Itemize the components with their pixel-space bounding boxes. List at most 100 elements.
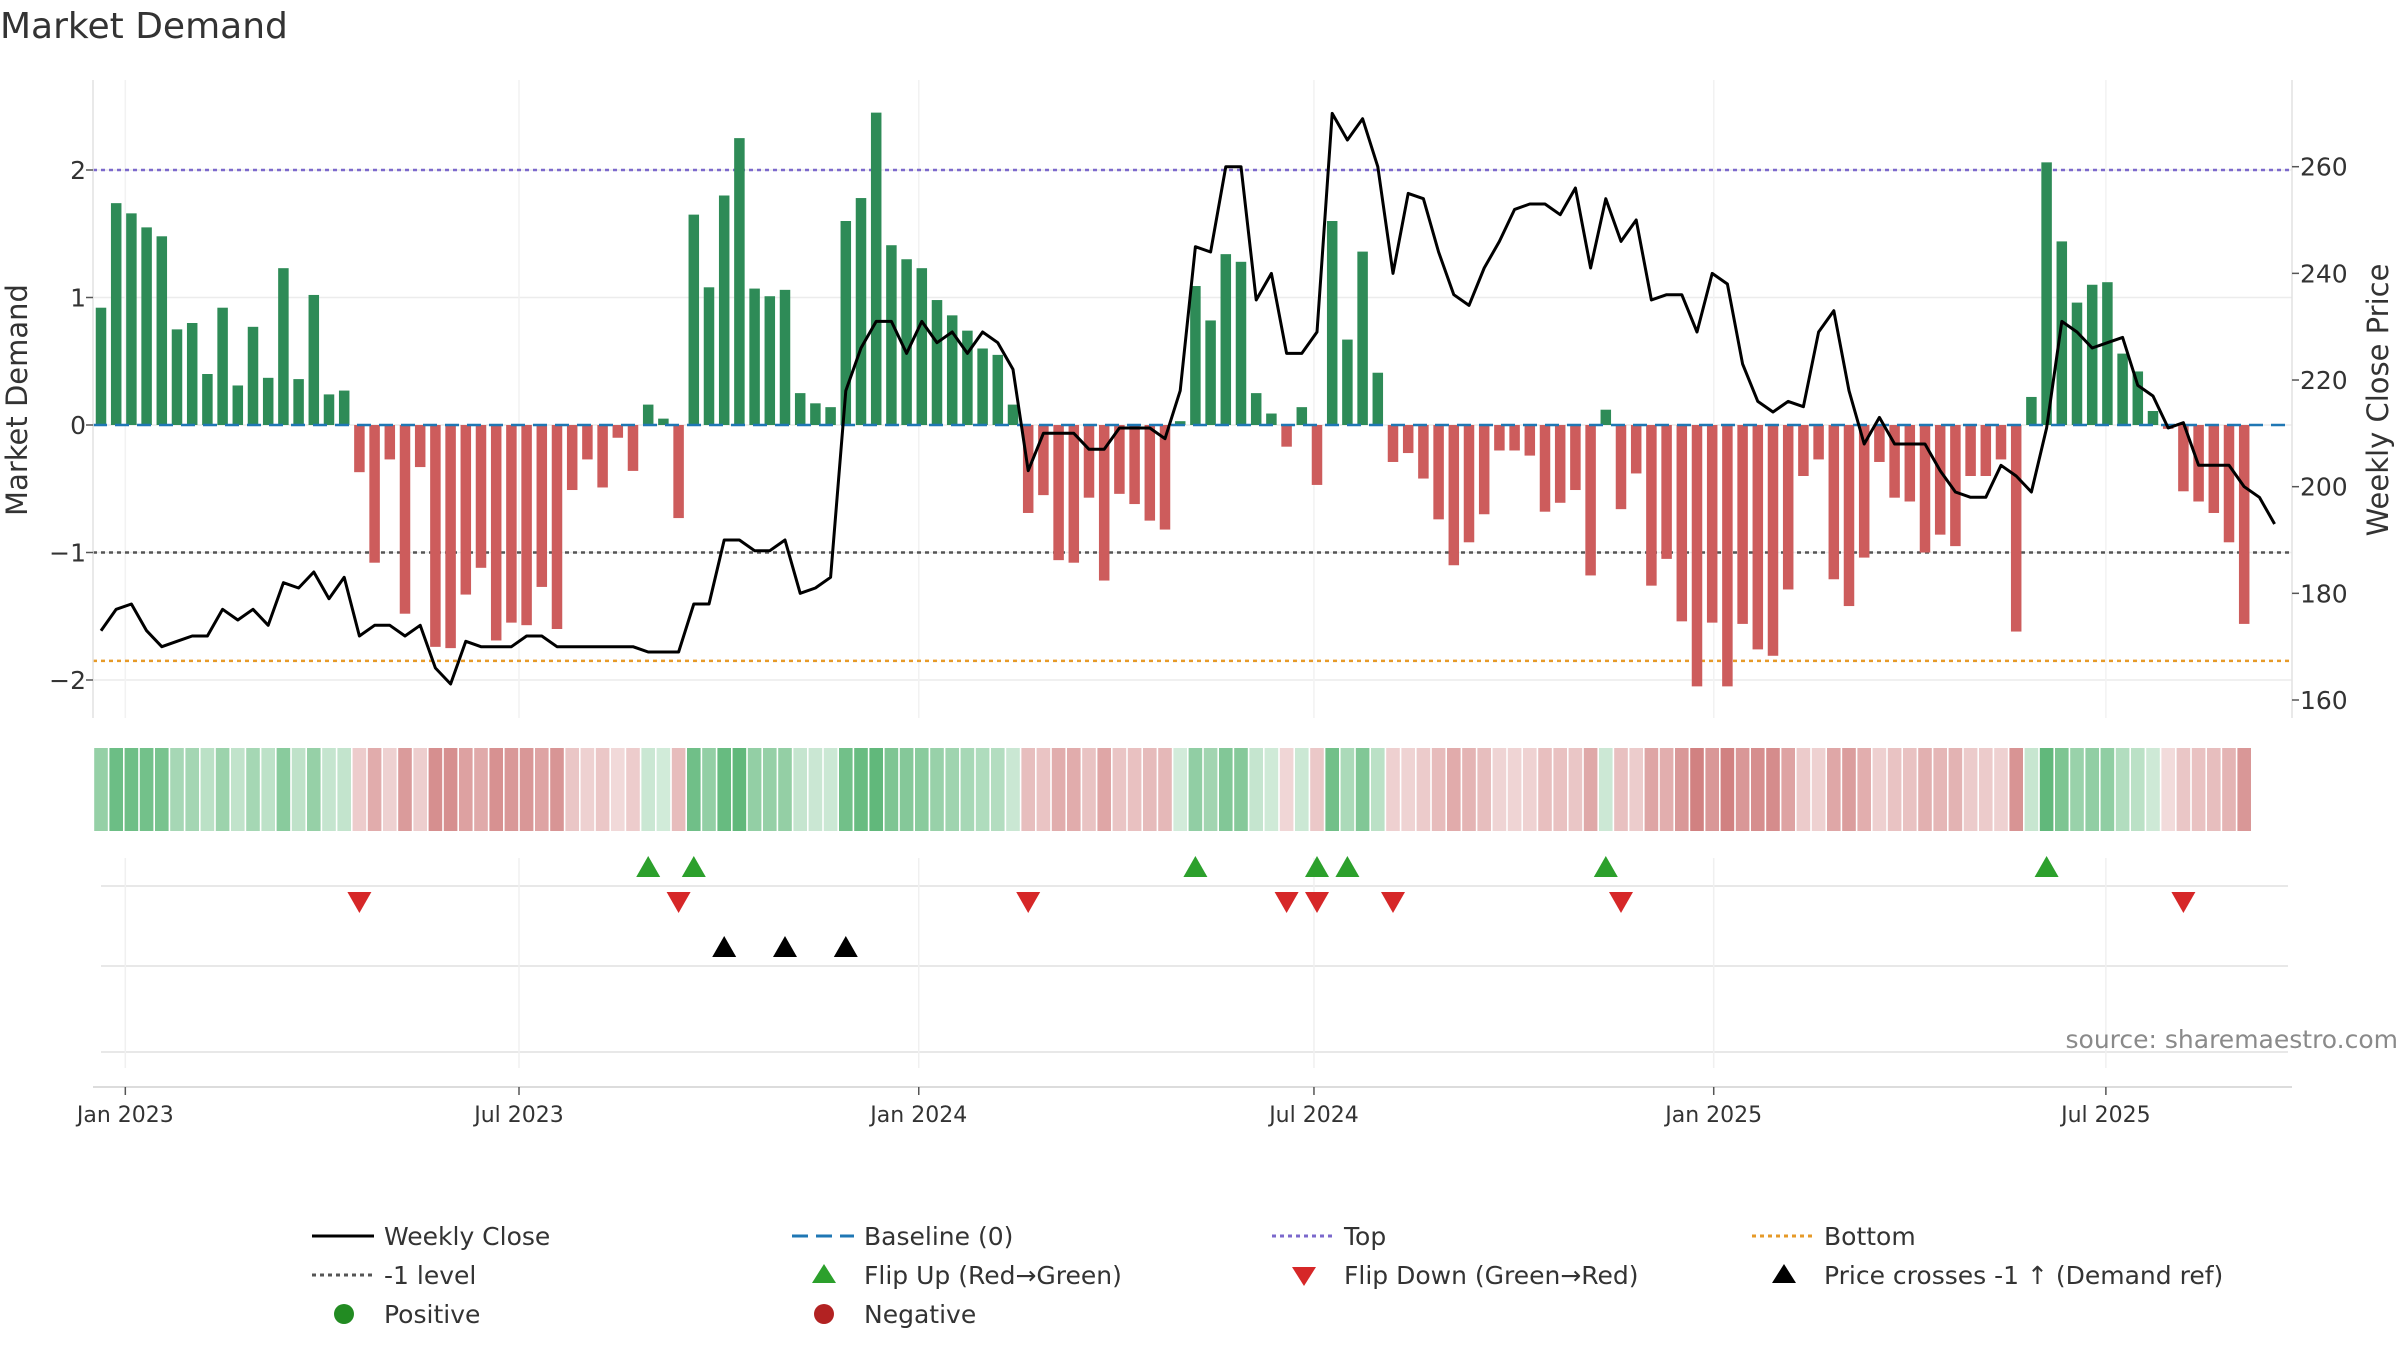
- strip-cell: [489, 748, 503, 831]
- demand-bar: [2086, 284, 2098, 425]
- demand-bar: [430, 425, 441, 647]
- strip-cell: [808, 748, 823, 831]
- demand-bar: [1615, 425, 1627, 510]
- flip-down-marker: [1016, 892, 1041, 913]
- strip-cell: [2039, 748, 2054, 831]
- demand-bar: [262, 377, 274, 425]
- strip-cell: [687, 748, 701, 831]
- strip-cell: [1158, 748, 1172, 831]
- strip-cell: [1523, 748, 1537, 831]
- demand-bar: [1600, 409, 1612, 425]
- price-cross-marker: [773, 936, 797, 957]
- demand-bar: [1813, 425, 1824, 460]
- flip-up-marker: [1593, 856, 1618, 877]
- demand-bar: [1220, 254, 1232, 425]
- strip-cell: [231, 748, 245, 831]
- demand-bar: [1539, 425, 1551, 512]
- event-rows: [101, 856, 2288, 1068]
- demand-bar: [794, 393, 806, 425]
- demand-bar: [1646, 425, 1657, 586]
- y-tick-label: −1: [49, 539, 86, 568]
- demand-bar: [1144, 425, 1156, 521]
- flip-down-marker: [666, 892, 691, 913]
- demand-bar: [1114, 425, 1125, 494]
- legend-label: Flip Up (Red→Green): [864, 1261, 1122, 1290]
- flip-up-marker: [1183, 856, 1208, 877]
- strip-cell: [1188, 748, 1203, 831]
- flip-up-marker: [1305, 856, 1329, 877]
- strip-cell: [1340, 748, 1355, 831]
- strip-cell: [504, 748, 519, 831]
- demand-bar: [658, 418, 669, 425]
- legend-item: Price crosses -1 ↑ (Demand ref): [1772, 1261, 2223, 1290]
- demand-bar: [1843, 425, 1855, 607]
- strip-cell: [1994, 748, 2008, 831]
- y2-tick-label: 160: [2300, 686, 2348, 715]
- strip-cell: [1766, 748, 1780, 831]
- legend-item: Baseline (0): [792, 1222, 1013, 1251]
- strip-cell: [1234, 748, 1248, 831]
- legend-label: Weekly Close: [384, 1222, 550, 1251]
- legend-item: Flip Up (Red→Green): [812, 1261, 1122, 1290]
- demand-bar: [506, 425, 517, 623]
- strip-cell: [443, 748, 458, 831]
- demand-bar: [992, 354, 1004, 425]
- strip-cell: [1538, 748, 1552, 831]
- demand-bar: [2010, 425, 2022, 632]
- flip-up-marker: [681, 856, 706, 877]
- strip-cell: [702, 748, 716, 831]
- legend-swatch: [1292, 1267, 1316, 1286]
- price-series: [99, 111, 2276, 686]
- strip-cell: [1583, 748, 1598, 831]
- demand-bar: [2117, 353, 2128, 425]
- strip-cell: [1948, 748, 1963, 831]
- demand-bar: [1934, 425, 1946, 535]
- demand-bar: [323, 394, 335, 425]
- strip-cell: [1507, 748, 1522, 831]
- x-axis: Jan 2023 Jul 2023 Jan 2024 Jul 2024 Jan 2025…: [75, 1086, 2292, 1128]
- strip-cell: [595, 748, 610, 831]
- demand-bar: [354, 425, 365, 473]
- strip-cell: [1279, 748, 1294, 831]
- demand-bar: [2223, 425, 2235, 543]
- legend-item: Flip Down (Green→Red): [1292, 1261, 1639, 1290]
- demand-bar: [1098, 425, 1110, 581]
- demand-bar: [1038, 425, 1049, 496]
- chart-title: Market Demand: [0, 6, 288, 47]
- demand-bar: [764, 296, 776, 425]
- strip-cell: [2085, 748, 2099, 831]
- flip-down-marker: [347, 892, 372, 913]
- strip-cell: [1963, 748, 1978, 831]
- demand-bar: [1372, 372, 1384, 425]
- strip-cell: [519, 748, 534, 831]
- legend-label: Baseline (0): [864, 1222, 1013, 1251]
- demand-bar: [369, 425, 380, 563]
- strip-cell: [1051, 748, 1066, 831]
- y-tick-label: −2: [49, 666, 86, 695]
- demand-bar: [126, 213, 137, 425]
- demand-bar: [1570, 425, 1581, 491]
- strip-cell: [2055, 748, 2069, 831]
- strip-cell: [1173, 748, 1187, 831]
- y2-tick-label: 180: [2300, 579, 2348, 608]
- strip-cell: [991, 748, 1005, 831]
- y2-tick-label: 220: [2300, 366, 2348, 395]
- strip-cell: [398, 748, 412, 831]
- demand-bar: [1554, 425, 1566, 503]
- strip-cell: [1036, 748, 1051, 831]
- legend-label: Positive: [384, 1300, 480, 1329]
- strip-cell: [1249, 748, 1263, 831]
- strip-cell: [185, 748, 199, 831]
- strip-cell: [1295, 748, 1309, 831]
- demand-bar: [1387, 425, 1399, 462]
- demand-bar: [171, 329, 183, 425]
- strip-cell: [930, 748, 944, 831]
- legend-item: Positive: [334, 1300, 480, 1329]
- demand-bar: [566, 425, 578, 491]
- demand-bar: [278, 268, 289, 425]
- demand-bar: [1782, 425, 1794, 590]
- demand-bar: [1266, 413, 1277, 425]
- strip-cell: [2176, 748, 2191, 831]
- demand-bar: [886, 245, 897, 425]
